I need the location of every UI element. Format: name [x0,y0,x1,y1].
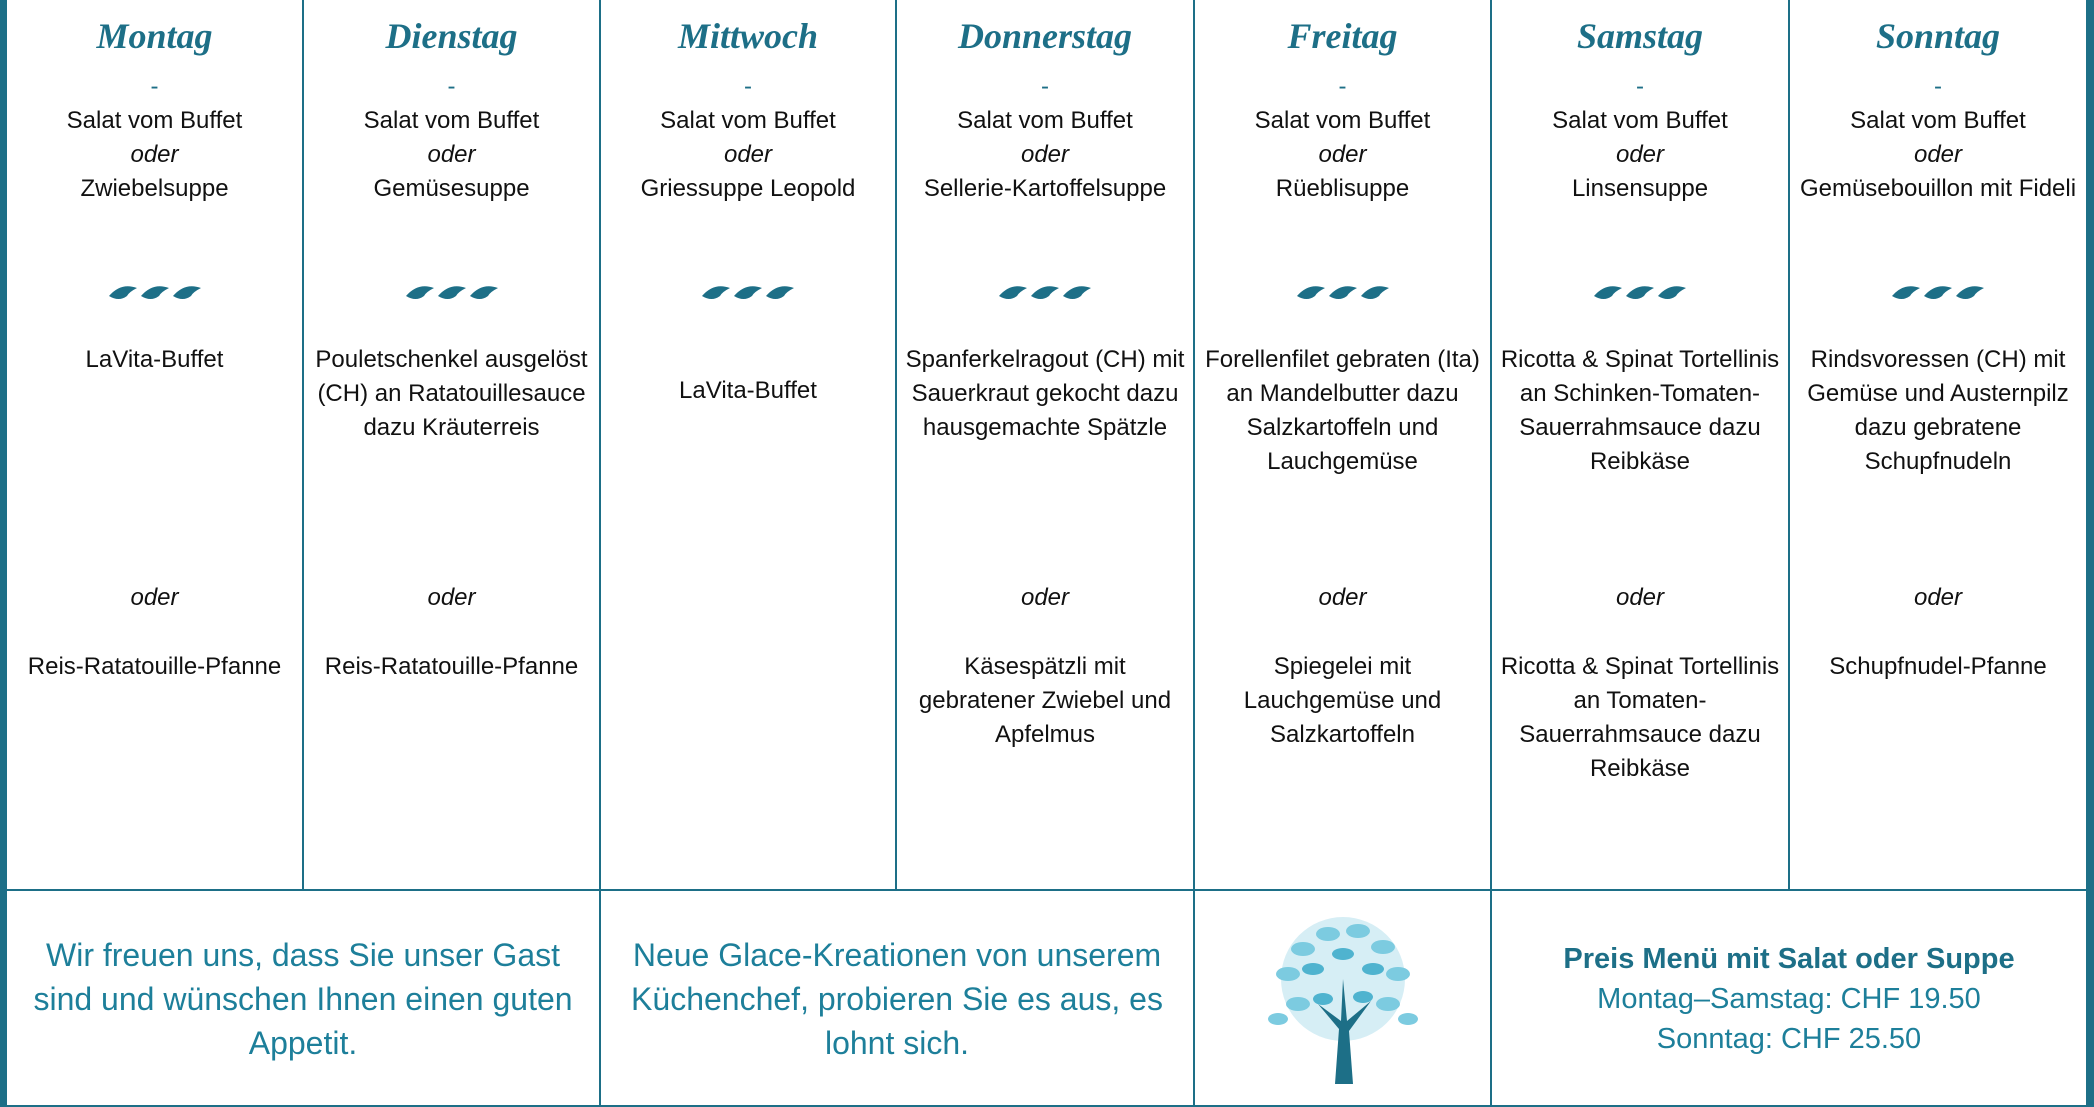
price-sunday: Sonntag: CHF 25.50 [1656,1023,1922,1055]
divider [1592,280,1688,314]
alt-dish: Käsespätzli mit gebratener Zwiebel und A… [918,653,1172,748]
starter: Salat vom Buffet oder Zwiebelsuppe [15,104,294,206]
starter-item: Zwiebelsuppe [80,175,229,202]
starter-oder: oder [1913,141,1963,168]
starter: Salat vom Buffet oder Gemüsebouillon mit F… [1798,104,2078,206]
day-column: Freitag - Salat vom Buffet oder Rüeblisuppe F… [1195,0,1492,889]
menu-sheet: Wir freuen uns, dass Sie unser Gast sind… [7,0,2086,1107]
price-cell: Preis Menü mit Salat oder Suppe Montag–S… [1492,891,2086,1107]
day-column: Donnerstag - Salat vom Buffet oder Sellerie-… [897,0,1195,889]
alt-dish: Reis-Ratatouille-Pfanne [27,653,282,680]
starter-oder: oder [1615,141,1665,168]
starter: Salat vom Buffet oder Griessuppe Leopold [609,104,887,206]
main-dish: Rindsvoressen (CH) mit Gemüse und Auster… [1807,346,2069,475]
divider [1890,280,1986,314]
day-name: Sonntag [1875,16,2001,56]
starter-item: Salat vom Buffet [957,107,1133,134]
tree-logo [1267,917,1418,1084]
main-dish: Forellenfilet gebraten (Ita) an Mandelbu… [1205,346,1480,475]
divider-icon [1296,286,1389,299]
starter: Salat vom Buffet oder Sellerie-Kartoffelsu… [905,104,1185,206]
dash: - [1934,73,1942,100]
day-column: Dienstag - Salat vom Buffet oder Gemüsesuppe… [304,0,601,889]
oder: oder [1318,584,1367,611]
starter-item: Salat vom Buffet [660,107,836,134]
starter-item: Linsensuppe [1571,175,1709,202]
alt-dish: Reis-Ratatouille-Pfanne [324,653,579,680]
main-dish: Pouletschenkel ausgelöst (CH) an Ratatou… [315,346,588,441]
starter-oder: oder [130,141,179,168]
starter-oder: oder [723,141,773,168]
divider-icon [108,286,201,299]
divider-icon [405,286,498,299]
oder: oder [1615,584,1665,611]
starter-item: Salat vom Buffet [363,107,540,134]
main-dish: LaVita-Buffet [679,377,817,404]
divider [404,280,500,314]
logo-cell [1195,891,1492,1107]
starter: Salat vom Buffet oder Rüeblisuppe [1203,104,1482,206]
starter-item: Salat vom Buffet [1254,107,1431,134]
dash: - [1338,73,1347,100]
starter-item: Griessuppe Leopold [640,175,856,202]
starter-item: Salat vom Buffet [66,107,243,134]
divider [1295,280,1391,314]
starter: Salat vom Buffet oder Linsensuppe [1500,104,1780,206]
starter-item: Salat vom Buffet [1850,107,2026,134]
starter-item: Salat vom Buffet [1552,107,1728,134]
main-dish: LaVita-Buffet [85,346,224,373]
starter-item: Gemüsesuppe [373,175,530,202]
day-name: Montag [96,16,213,56]
starter-item: Rüeblisuppe [1275,175,1410,202]
price-weekday: Montag–Samstag: CHF 19.50 [1597,983,1981,1015]
day-name: Dienstag [385,16,518,56]
dash: - [447,73,456,100]
starter-item: Sellerie-Kartoffelsuppe [923,175,1167,202]
divider [997,280,1093,314]
oder: oder [130,584,179,611]
day-column: Samstag - Salat vom Buffet oder Linsensuppe R… [1492,0,1790,889]
divider-icon [702,286,794,299]
day-name: Donnerstag [957,16,1133,56]
dash: - [1636,73,1644,100]
day-column: Sonntag - Salat vom Buffet oder Gemüsebouill… [1790,0,2086,889]
day-name: Mittwoch [677,16,819,56]
starter-oder: oder [1020,141,1070,168]
starter: Salat vom Buffet oder Gemüsesuppe [312,104,591,206]
oder: oder [1020,584,1070,611]
dash: - [744,73,752,100]
oder: oder [1913,584,1963,611]
divider-icon [1594,286,1686,299]
divider-icon [1892,286,1984,299]
alt-dish: Ricotta & Spinat Tortellinis an Tomaten-… [1500,653,1780,782]
day-column: Montag - Salat vom Buffet oder Zwiebelsuppe L… [7,0,304,889]
divider [107,280,203,314]
day-name: Samstag [1576,16,1704,56]
main-dish: Ricotta & Spinat Tortellinis an Schinken… [1500,346,1780,475]
dash: - [150,73,159,100]
footer: Wir freuen uns, dass Sie unser Gast sind… [7,889,2086,1107]
news-text: Neue Glace-Kreationen von unserem Küchen… [631,937,1163,1061]
starter-oder: oder [1318,141,1367,168]
alt-dish: Spiegelei mit Lauchgemüse und Salzkartof… [1243,653,1442,748]
welcome-text: Wir freuen uns, dass Sie unser Gast sind… [33,937,573,1061]
main-dish: Spanferkelragout (CH) mit Sauerkraut gek… [905,346,1185,441]
oder: oder [427,584,476,611]
dash: - [1041,73,1049,100]
divider [700,280,796,314]
alt-dish: Schupfnudel-Pfanne [1829,653,2047,680]
starter-item: Gemüsebouillon mit Fideli [1799,175,2077,202]
news-cell: Neue Glace-Kreationen von unserem Küchen… [601,891,1195,1107]
welcome-cell: Wir freuen uns, dass Sie unser Gast sind… [7,891,601,1107]
price-title: Preis Menü mit Salat oder Suppe [1563,943,2015,975]
day-column: Mittwoch - Salat vom Buffet oder Griessuppe … [601,0,897,889]
starter-oder: oder [427,141,476,168]
day-name: Freitag [1287,16,1398,56]
divider-icon [999,286,1091,299]
